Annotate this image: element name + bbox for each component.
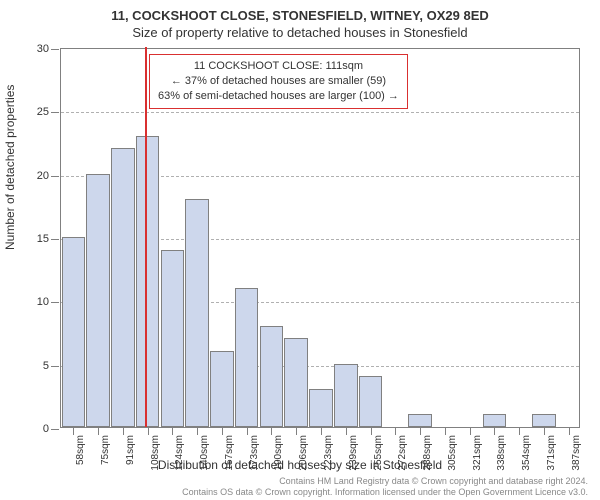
y-axis-label: Number of detached properties [3, 85, 17, 250]
histogram-bar [185, 199, 209, 427]
annotation-box: 11 COCKSHOOT CLOSE: 111sqm ← 37% of deta… [149, 54, 408, 109]
x-tick [395, 427, 396, 435]
x-tick [346, 427, 347, 435]
x-tick [123, 427, 124, 435]
x-tick [445, 427, 446, 435]
histogram-bar [86, 174, 110, 427]
y-tick-label: 5 [43, 360, 49, 372]
x-tick [148, 427, 149, 435]
histogram-bar [284, 338, 308, 427]
x-tick [544, 427, 545, 435]
property-marker-line [145, 47, 147, 427]
histogram-bar [62, 237, 86, 427]
x-tick [172, 427, 173, 435]
histogram-bar [235, 288, 259, 427]
y-tick [51, 176, 59, 177]
x-tick [569, 427, 570, 435]
x-tick [98, 427, 99, 435]
annotation-line-2: ← 37% of detached houses are smaller (59… [158, 74, 399, 89]
x-tick [494, 427, 495, 435]
x-tick [247, 427, 248, 435]
footer-credits: Contains HM Land Registry data © Crown c… [182, 476, 588, 498]
y-tick [51, 366, 59, 367]
x-tick [371, 427, 372, 435]
x-axis-label: Distribution of detached houses by size … [0, 458, 600, 472]
annotation-line-1: 11 COCKSHOOT CLOSE: 111sqm [158, 59, 399, 74]
histogram-bar [408, 414, 432, 427]
histogram-bar [359, 376, 383, 427]
x-tick [420, 427, 421, 435]
x-tick [73, 427, 74, 435]
x-tick [321, 427, 322, 435]
histogram-bar [532, 414, 556, 427]
y-tick-label: 10 [37, 296, 49, 308]
gridline [61, 112, 579, 113]
histogram-bar [161, 250, 185, 427]
x-tick [197, 427, 198, 435]
histogram-bar [483, 414, 507, 427]
y-tick-label: 0 [43, 423, 49, 435]
y-tick-label: 20 [37, 170, 49, 182]
footer-line-1: Contains HM Land Registry data © Crown c… [182, 476, 588, 487]
histogram-bar [111, 148, 135, 427]
y-tick [51, 49, 59, 50]
x-tick [296, 427, 297, 435]
chart-title-main: 11, COCKSHOOT CLOSE, STONESFIELD, WITNEY… [0, 0, 600, 23]
histogram-bar [260, 326, 284, 427]
footer-line-2: Contains OS data © Crown copyright. Info… [182, 487, 588, 498]
histogram-bar [136, 136, 160, 427]
x-tick [222, 427, 223, 435]
histogram-bar [210, 351, 234, 427]
y-tick [51, 112, 59, 113]
plot-area: 11 COCKSHOOT CLOSE: 111sqm ← 37% of deta… [60, 48, 580, 428]
y-tick-label: 30 [37, 43, 49, 55]
y-tick-label: 25 [37, 106, 49, 118]
y-tick [51, 239, 59, 240]
chart-title-sub: Size of property relative to detached ho… [0, 23, 600, 40]
x-tick [519, 427, 520, 435]
y-tick [51, 429, 59, 430]
y-tick-label: 15 [37, 233, 49, 245]
histogram-bar [334, 364, 358, 427]
histogram-bar [309, 389, 333, 427]
x-tick [470, 427, 471, 435]
y-tick [51, 302, 59, 303]
chart-container: 11, COCKSHOOT CLOSE, STONESFIELD, WITNEY… [0, 0, 600, 500]
x-tick [271, 427, 272, 435]
annotation-line-3: 63% of semi-detached houses are larger (… [158, 89, 399, 104]
